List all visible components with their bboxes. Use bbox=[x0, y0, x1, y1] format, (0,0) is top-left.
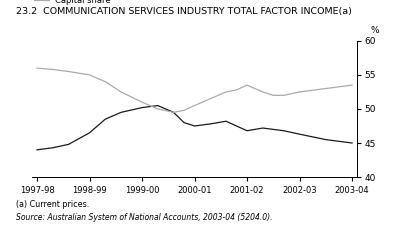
Legend: Labour share, Capital share: Labour share, Capital share bbox=[33, 0, 112, 5]
Text: 23.2  COMMUNICATION SERVICES INDUSTRY TOTAL FACTOR INCOME(a): 23.2 COMMUNICATION SERVICES INDUSTRY TOT… bbox=[16, 7, 352, 16]
Text: Source: Australian System of National Accounts, 2003-04 (5204.0).: Source: Australian System of National Ac… bbox=[16, 213, 272, 222]
Text: (a) Current prices.: (a) Current prices. bbox=[16, 200, 89, 209]
Text: %: % bbox=[370, 26, 379, 35]
